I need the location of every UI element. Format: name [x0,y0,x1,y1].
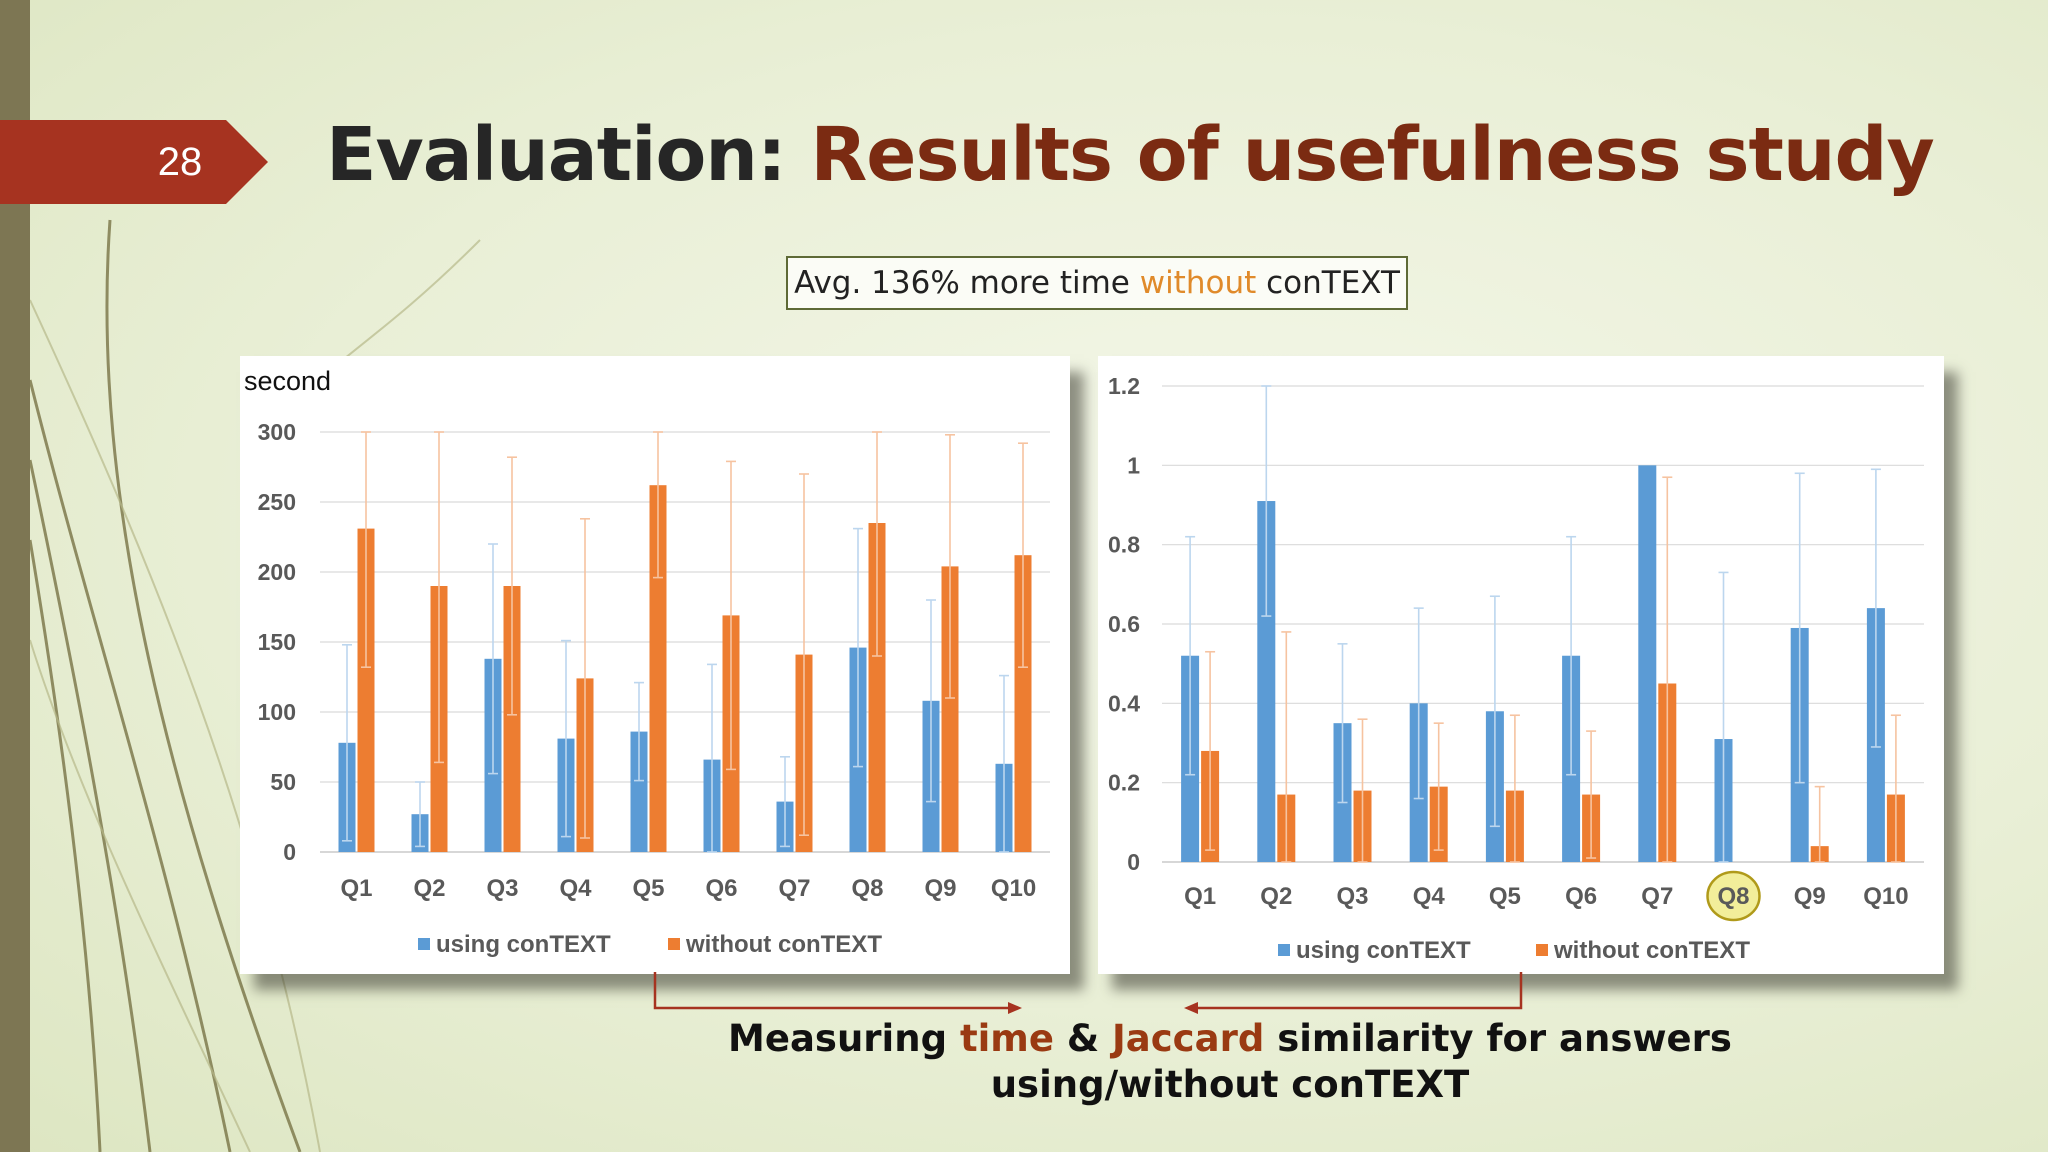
slide-number: 28 [157,140,203,184]
right-bracket-arrow [1190,972,1523,1010]
x-tick-label: Q2 [1260,883,1292,910]
y-tick-label: 250 [258,489,296,515]
x-tick-label: Q8 [851,875,883,902]
jaccard-chart: 0 0.2 0.4 0.6 0.8 1 1.2 Q1 Q2 Q3 Q4 Q5 Q6 Q7 Q8 Q9 Q10 us… [1108,373,1924,964]
y-tick-label: 1.2 [1108,373,1140,399]
x-tick-label: Q4 [559,875,592,902]
y-tick-label: 0.6 [1108,611,1140,637]
legend-label: using conTEXT [436,931,611,958]
bar-without-q1 [357,528,375,852]
y-tick-label: 0 [1127,849,1140,875]
x-tick-label: Q7 [1641,883,1673,910]
y-tick-label: 0.4 [1108,690,1140,716]
note-text: similarity for answers [1264,1017,1732,1060]
bar-using-q7 [1638,465,1657,862]
note-text: & [1053,1017,1112,1060]
time-chart-panel: 0 50 100 150 200 250 300 second Q1 Q2 Q3 Q4 Q5 Q6 Q7 Q8… [240,356,1070,974]
x-tick-label: Q3 [1336,883,1368,910]
legend-label: using conTEXT [1296,937,1471,964]
x-tick-label: Q10 [1863,883,1908,910]
callout-text-after: conTEXT [1256,265,1400,301]
bar-without-q9 [941,566,959,852]
slide-number-tag [0,120,268,204]
title-prefix: Evaluation: [326,112,811,198]
x-tick-label: Q5 [1489,883,1521,910]
y-tick-label: 0.8 [1108,532,1140,558]
note-highlight-jaccard: Jaccard [1112,1017,1265,1060]
x-tick-label: Q3 [486,875,518,902]
x-tick-label: Q8 [1717,883,1749,910]
average-callout-box: Avg. 136% more time without conTEXT [786,256,1408,310]
y-tick-label: 150 [258,629,296,655]
x-tick-label: Q6 [1565,883,1597,910]
x-tick-label: Q5 [632,875,664,902]
bar-without-q8 [868,523,886,852]
bar-using-q5 [630,731,648,852]
x-tick-label: Q1 [1184,883,1216,910]
bottom-note: Measuring time & Jaccard similarity for … [700,1016,1760,1108]
left-arrowhead [1008,1002,1022,1014]
legend-swatch [1278,944,1290,956]
y-tick-label: 300 [258,419,296,445]
x-tick-label: Q9 [1794,883,1826,910]
legend-label: without conTEXT [685,931,882,958]
y-tick-label: 50 [270,769,296,795]
time-chart: 0 50 100 150 200 250 300 second Q1 Q2 Q3 Q4 Q5 Q6 Q7 Q8… [244,366,1050,958]
x-tick-label: Q10 [991,875,1036,902]
x-tick-label: Q2 [413,875,445,902]
y-tick-label: 0 [283,839,296,865]
callout-highlight: without [1139,265,1257,301]
legend-label: without conTEXT [1553,937,1750,964]
bottom-note-line2: using/without conTEXT [990,1063,1470,1106]
bar-without-q3 [503,586,521,852]
right-arrowhead [1184,1002,1198,1014]
highlight-circle [1706,870,1761,922]
legend-swatch [418,938,430,950]
legend-swatch [1536,944,1548,956]
y-tick-label: 0.2 [1108,770,1140,796]
legend-swatch [668,938,680,950]
jaccard-chart-panel: 0 0.2 0.4 0.6 0.8 1 1.2 Q1 Q2 Q3 Q4 Q5 Q6 Q7 Q8 Q9 Q10 us… [1098,356,1944,974]
bottom-note-line1: Measuring time & Jaccard similarity for … [700,1016,1760,1062]
slide-title: Evaluation: Results of usefulness study [326,112,1935,198]
note-highlight-time: time [959,1017,1054,1060]
note-text: Measuring [728,1017,960,1060]
x-tick-label: Q1 [340,875,372,902]
bar-without-q10 [1014,555,1032,852]
callout-text-before: Avg. 136% more time [794,265,1140,301]
x-tick-label: Q6 [705,875,737,902]
title-highlight: Results of usefulness study [810,112,1934,198]
bar-using-q2 [1257,501,1276,862]
y-axis-label: second [244,366,331,396]
left-bracket-arrow [653,972,1016,1010]
x-tick-label: Q7 [778,875,810,902]
y-tick-label: 100 [258,699,296,725]
x-tick-label: Q9 [924,875,956,902]
x-tick-label: Q4 [1413,883,1446,910]
y-tick-label: 1 [1127,452,1140,478]
y-tick-label: 200 [258,559,296,585]
